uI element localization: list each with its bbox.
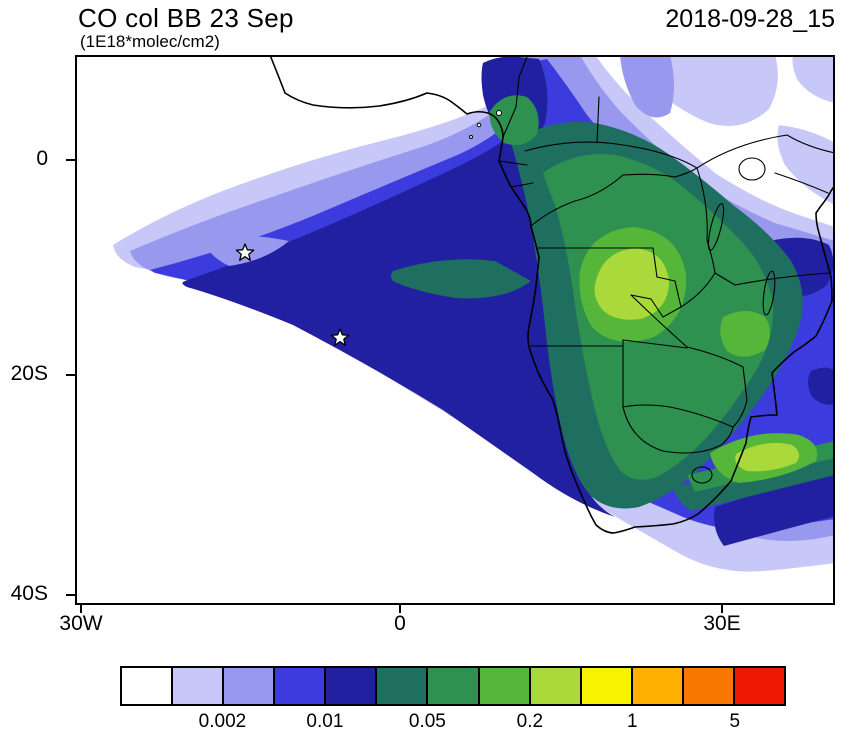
islands xyxy=(469,110,502,139)
colorbar-cell-8 xyxy=(477,668,529,704)
colorbar-cell-10 xyxy=(579,668,631,704)
island-bioko xyxy=(496,110,502,116)
y-tick-label: 20S xyxy=(10,362,48,385)
figure-timestamp: 2018-09-28_15 xyxy=(665,5,835,33)
x-tick-label: 30W xyxy=(59,612,103,635)
colorbar xyxy=(120,666,786,706)
y-tick-label: 40S xyxy=(10,582,48,605)
star-marker xyxy=(330,328,350,346)
colorbar-tick-label: 1 xyxy=(627,711,638,732)
colorbar-tick-label: 5 xyxy=(729,711,741,732)
y-tick-mark xyxy=(66,374,75,376)
colorbar-cell-7 xyxy=(426,668,478,704)
colorbar-cell-2 xyxy=(171,668,223,704)
map-plot xyxy=(75,55,835,605)
plume-lavender-corner xyxy=(792,55,835,103)
x-tick-label: 30E xyxy=(703,612,741,635)
lesotho-border xyxy=(691,466,713,484)
colorbar-cell-5 xyxy=(324,668,376,704)
plume-navy-se xyxy=(714,474,835,546)
colorbar-tick-label: 0.05 xyxy=(408,711,446,732)
africa-coastline xyxy=(269,55,835,534)
x-tick-mark xyxy=(721,605,723,613)
colorbar-cell-9 xyxy=(528,668,580,704)
colorbar-tick-label: 0.002 xyxy=(198,711,247,732)
figure-title: CO col BB 23 Sep xyxy=(78,3,294,33)
y-tick-mark xyxy=(66,594,75,596)
colorbar-labels: 0.002 0.01 0.05 0.2 1 5 xyxy=(120,711,786,739)
figure-units: (1E18*molec/cm2) xyxy=(80,32,220,51)
star-marker xyxy=(235,243,255,261)
colorbar-tick-label: 0.01 xyxy=(306,711,344,732)
x-tick-label: 0 xyxy=(394,612,406,635)
colorbar-tick-label: 0.2 xyxy=(516,711,544,732)
station-markers xyxy=(235,243,350,346)
island-sao-tome xyxy=(469,135,473,139)
field-brightgreen-core3 xyxy=(720,311,770,357)
lakes xyxy=(707,157,776,316)
field-yellowgreen-core1 xyxy=(594,248,669,320)
colorbar-cell-4 xyxy=(273,668,325,704)
plume-periwinkle-stripe xyxy=(620,55,674,118)
y-tick-label: 0 xyxy=(36,147,48,170)
colorbar-cell-11 xyxy=(630,668,682,704)
colorbar-cell-3 xyxy=(222,668,274,704)
field-teal-tongue xyxy=(391,259,531,299)
plume-navy-core xyxy=(182,133,615,517)
plume-lavender-east xyxy=(777,125,835,205)
contour-fill-layers xyxy=(113,55,835,572)
colorbar-cell-13 xyxy=(732,668,785,704)
country-borders xyxy=(498,56,835,454)
y-tick-mark xyxy=(66,159,75,161)
plot-frame xyxy=(75,55,835,605)
plume-navy-east-small xyxy=(808,367,835,405)
colorbar-cell-6 xyxy=(375,668,427,704)
lake-malawi xyxy=(762,270,776,316)
island-principe xyxy=(476,122,482,128)
lake-tanganyika xyxy=(707,203,725,251)
x-tick-mark xyxy=(399,605,401,613)
lake-victoria xyxy=(738,157,766,181)
colorbar-cell-1 xyxy=(122,668,172,704)
x-tick-mark xyxy=(80,605,82,613)
map-canvas xyxy=(75,55,835,605)
field-yellowgreen-core2 xyxy=(735,442,800,472)
colorbar-cell-12 xyxy=(681,668,733,704)
